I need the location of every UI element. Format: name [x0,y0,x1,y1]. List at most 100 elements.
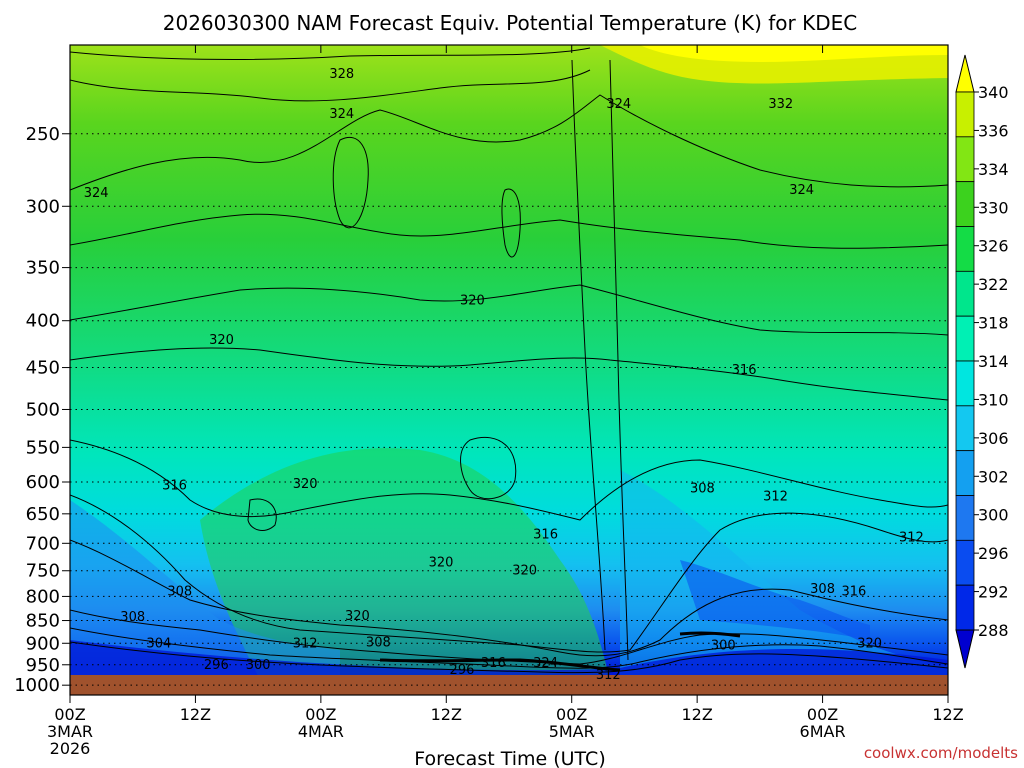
colorbar-segment [955,136,975,183]
contour-label: 320 [429,556,454,571]
contour-318 [70,347,948,401]
y-tick-label: 450 [26,358,60,379]
y-tick-label: 600 [26,472,60,493]
colorbar-segment [955,584,975,631]
colorbar-label: 302 [978,467,1009,486]
contour-label: 320 [460,293,485,308]
contour-label: 328 [329,67,354,82]
y-axis: 2503003504004505005506006507007508008509… [14,124,70,696]
contour-label: 316 [533,528,558,543]
contour-label: 324 [789,183,814,198]
x-tick-label: 00Z [305,705,336,724]
contour-label: 316 [732,363,757,378]
colorbar: 340 336 334 330 326 322 318 314 310 306 302 300 296 2… [955,54,1009,669]
contour-label: 308 [120,610,145,625]
colorbar-segment [955,360,975,407]
x-tick-label: 12Z [180,705,211,724]
contour-label: 320 [345,609,370,624]
colorbar-label: 288 [978,621,1009,640]
contour-label: 308 [810,582,835,597]
contour-label: 320 [857,636,882,651]
contour-label: 296 [450,663,475,678]
colorbar-label: 330 [978,198,1009,217]
colorbar-label: 340 [978,83,1009,102]
contour-trough [571,59,629,661]
contour-label: 316 [162,478,187,493]
x-tick-label: 00Z [556,705,587,724]
y-tick-label: 850 [26,611,60,632]
colorbar-label: 314 [978,352,1009,371]
cold-layer-left [70,500,340,695]
contour-label: 324 [329,107,354,122]
contour-closed-cell-2 [460,436,517,500]
y-tick-label: 350 [26,258,60,279]
contour-label: 324 [533,656,558,671]
contour-320 [70,284,948,336]
colorbar-bottom-arrow [955,629,975,669]
x-tick-label: 12Z [932,705,963,724]
contour-lines [70,47,948,674]
contour-label: 320 [209,333,234,348]
contour-label: 308 [366,635,391,650]
colorbar-label: 318 [978,314,1009,333]
contour-300 [70,627,948,669]
contour-closed-cell-3 [247,498,277,531]
contour-label: 312 [899,531,924,546]
x-tick-label: 12Z [431,705,462,724]
y-tick-label: 700 [26,533,60,554]
y-tick-label: 900 [26,633,60,654]
surface-contour-1 [379,658,621,672]
contour-label: 324 [84,186,109,201]
colorbar-label: 300 [978,506,1009,525]
y-tick-label: 300 [26,196,60,217]
contour-label: 320 [512,564,537,579]
contour-label: 316 [842,584,867,599]
x-tick-label: 6MAR [800,722,846,741]
contour-label: 332 [768,97,793,112]
contour-label: 324 [606,97,631,112]
x-tick-label: 4MAR [298,722,344,741]
surface-dense-contours [379,631,741,672]
colorbar-segment [955,495,975,541]
x-tick-label: 00Z [807,705,838,724]
contour-label: 316 [481,656,506,671]
plot-border [69,44,949,696]
contour-label: 300 [246,658,271,673]
contour-label: 320 [293,477,318,492]
contour-label: 308 [690,482,715,497]
x-axis-label: Forecast Time (UTC) [414,748,605,768]
colorbar-label: 292 [978,583,1009,602]
colorbar-segment [955,315,975,362]
contour-316 [70,439,948,521]
y-tick-label: 500 [26,399,60,420]
colorbar-segment [955,226,975,272]
colorbar-segment [955,405,975,452]
colorbar-label: 306 [978,429,1009,448]
colorbar-label: 296 [978,544,1009,563]
plot-field [70,45,948,695]
contour-324 [70,94,948,191]
contour-296 [70,641,948,674]
surface-contour-2 [679,631,741,638]
chart-title: 2026030300 NAM Forecast Equiv. Potential… [163,11,857,35]
colorbar-label: 322 [978,275,1009,294]
contour-label: 296 [204,658,229,673]
contour-322 [70,213,948,249]
contour-328 [70,47,591,60]
contour-label: 308 [167,584,192,599]
contour-326 [70,69,591,102]
y-tick-label: 250 [26,124,60,145]
warm-region-core [640,45,948,62]
contour-label: 300 [711,638,736,653]
y-tick-label: 650 [26,504,60,525]
colorbar-segment [955,450,975,496]
contour-312 [70,494,948,653]
colorbar-segment [955,270,975,317]
x-tick-label: 12Z [681,705,712,724]
colorbar-label: 310 [978,390,1009,409]
colorbar-segment [955,181,975,227]
cold-pocket-right [680,560,870,640]
x-tick-label: 2026 [50,739,91,758]
